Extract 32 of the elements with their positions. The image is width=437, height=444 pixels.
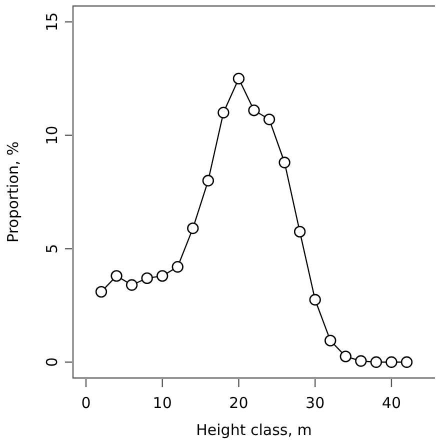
point	[263, 114, 276, 126]
point	[187, 222, 199, 234]
point	[294, 226, 306, 238]
x-tick-label: 40	[382, 394, 402, 412]
point	[141, 272, 153, 284]
point	[218, 106, 230, 118]
point	[355, 355, 367, 367]
point	[95, 286, 108, 298]
x-axis-title: Height class, m	[196, 421, 312, 439]
point	[309, 294, 321, 306]
y-tick-label: 5	[43, 244, 61, 254]
point	[324, 334, 336, 346]
y-axis-title: Proportion, %	[4, 141, 22, 243]
point	[248, 104, 260, 116]
y-tick-label: 10	[43, 126, 61, 145]
y-tick-label: 15	[43, 12, 61, 32]
x-tick-label: 10	[152, 394, 172, 412]
x-tick-label: 20	[229, 394, 248, 412]
point	[202, 174, 214, 187]
point	[340, 350, 352, 362]
x-tick-label: 30	[306, 394, 325, 412]
x-tick-label: 0	[81, 394, 91, 412]
point	[370, 356, 382, 368]
point	[172, 261, 184, 273]
point	[156, 270, 168, 282]
point	[400, 356, 413, 368]
point	[278, 156, 290, 168]
point	[386, 356, 398, 368]
point	[232, 72, 245, 84]
point	[110, 270, 122, 282]
point	[126, 279, 138, 291]
y-tick-label: 0	[43, 357, 61, 367]
